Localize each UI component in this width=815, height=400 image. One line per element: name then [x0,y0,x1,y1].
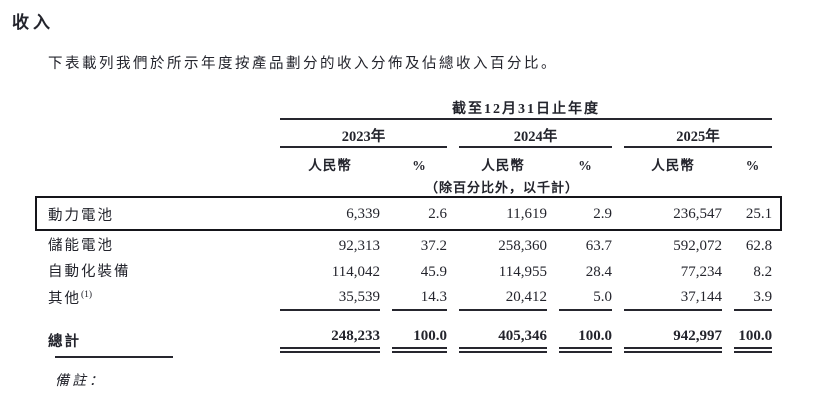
total-value-cell: 100.0 [734,323,773,353]
percent-header-2024: % [578,158,593,173]
value-cell: 5.0 [559,284,612,311]
table-row-power-battery: 動力電池 6,339 2.6 11,619 2.9 236,547 25.1 [48,196,772,232]
currency-header-2024: 人民幣 [481,158,525,173]
value-cell: 25.1 [745,205,773,222]
value-cell: 28.4 [585,264,612,280]
total-value-cell: 942,997 [624,323,722,353]
value-cell: 63.7 [585,238,612,254]
row-label: 動力電池 [48,207,114,224]
value-cell: 37,144 [624,284,722,311]
value-cell: 20,412 [459,284,547,311]
value-cell: 258,360 [498,238,547,254]
page-title: 收入 [12,13,54,32]
table-row-automation-equipment: 自動化裝備 114,042 45.9 114,955 28.4 77,234 8… [48,258,772,284]
table-row-total: 總計 248,233 100.0 405,346 100.0 942,997 1… [48,323,773,353]
row-label: 自動化裝備 [48,264,131,280]
value-cell: 35,539 [280,284,380,311]
value-cell: 8.2 [753,264,773,280]
spacer-row [48,311,772,323]
row-label: 儲能電池 [48,238,114,254]
value-cell: 114,042 [331,264,380,280]
value-cell: 592,072 [673,238,722,254]
value-cell: 3.9 [734,284,773,311]
year-header-row: 2023年 2024年 2025年 [48,120,773,148]
value-cell: 2.9 [593,205,612,222]
total-value-cell: 405,346 [459,323,547,353]
table-row-energy-storage-battery: 儲能電池 92,313 37.2 258,360 63.7 592,072 62… [48,232,772,258]
value-cell: 6,339 [346,205,380,222]
revenue-breakdown-table: 截至12月31日止年度 2023年 2024年 2025年 人民幣 % 人民幣 … [36,96,784,353]
value-cell: 37.2 [420,238,447,254]
value-cell: 92,313 [338,238,380,254]
percent-header-2025: % [745,158,761,173]
column-header-row: 人民幣 % 人民幣 % 人民幣 % [48,148,772,174]
period-header-row: 截至12月31日止年度 [48,96,773,120]
value-cell: 114,955 [498,264,547,280]
value-cell: 62.8 [745,238,773,254]
revenue-table: 截至12月31日止年度 2023年 2024年 2025年 人民幣 % 人民幣 … [0,96,784,353]
year-header-2024: 2024年 [459,120,612,148]
total-value-cell: 100.0 [392,323,447,353]
period-header: 截至12月31日止年度 [280,96,773,120]
year-header-2025: 2025年 [624,120,773,148]
value-cell: 14.3 [392,284,447,311]
row-label: 其他 [48,291,81,307]
year-header-2023: 2023年 [280,120,447,148]
total-value-cell: 248,233 [280,323,380,353]
value-cell: 236,547 [673,205,722,222]
percent-header-2023: % [412,158,427,173]
total-value-cell: 100.0 [559,323,612,353]
total-label: 總計 [48,334,81,350]
footnote-marker: (1) [81,290,93,301]
table-row-others: 其他(1) 35,539 14.3 20,412 5.0 37,144 3.9 [48,284,773,311]
value-cell: 77,234 [680,264,722,280]
intro-text: 下表載列我們於所示年度按產品劃分的收入分佈及佔總收入百分比。 [48,56,558,72]
footnote-separator-rule [55,356,173,358]
notes-label: 備註： [55,374,106,389]
unit-note: （除百分比外，以千計） [424,180,579,195]
unit-note-row: （除百分比外，以千計） [48,174,772,196]
value-cell: 2.6 [428,205,447,222]
currency-header-2023: 人民幣 [308,158,352,173]
value-cell: 45.9 [420,264,447,280]
currency-header-2025: 人民幣 [651,158,695,173]
value-cell: 11,619 [506,205,547,222]
